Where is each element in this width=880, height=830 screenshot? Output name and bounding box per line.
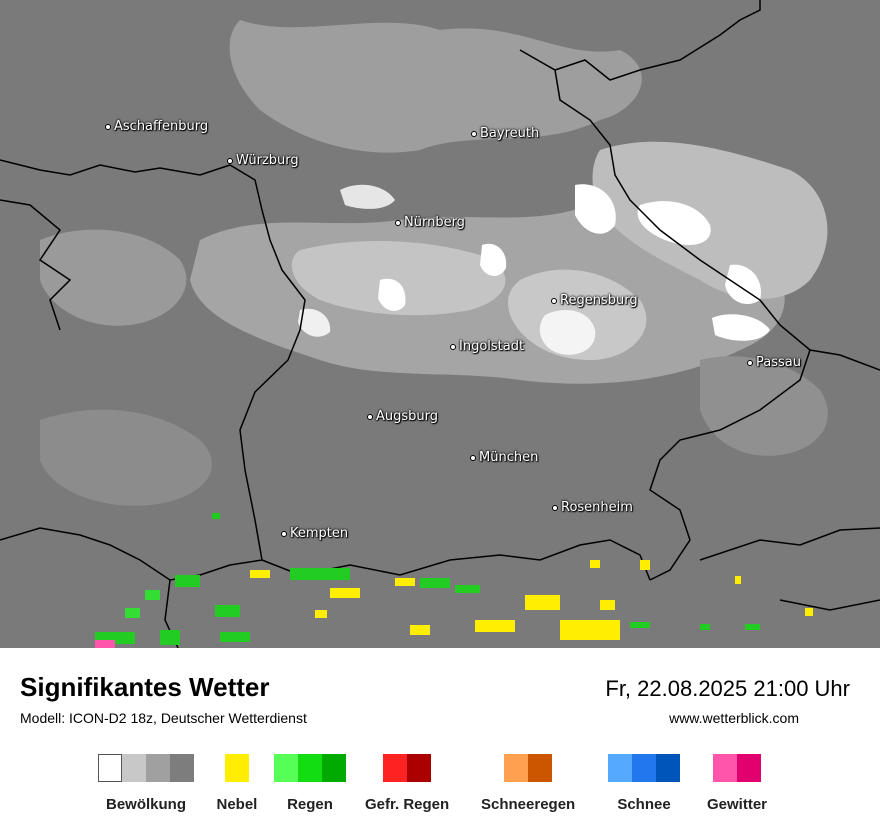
model-info: Modell: ICON-D2 18z, Deutscher Wetterdie… <box>20 710 307 726</box>
city-dot-icon <box>551 297 557 304</box>
legend-label: Regen <box>287 796 333 813</box>
city-dot-icon <box>450 343 456 350</box>
city-label: Kempten <box>290 526 349 541</box>
city-label: Passau <box>756 355 801 370</box>
city-label: Ingolstadt <box>459 339 525 354</box>
legend-label: Gefr. Regen <box>365 796 450 813</box>
legend-swatch <box>122 754 146 782</box>
city-label: Aschaffenburg <box>114 119 209 134</box>
city-marker: Regensburg <box>551 293 638 308</box>
city-dot-icon <box>227 157 233 164</box>
legend-swatch <box>383 754 408 782</box>
city-marker: Aschaffenburg <box>105 119 208 134</box>
city-marker: Ingolstadt <box>450 339 524 354</box>
legend-swatch <box>322 754 346 782</box>
legend-swatches <box>383 754 432 782</box>
city-label: Bayreuth <box>480 126 540 141</box>
city-dot-icon <box>552 504 558 511</box>
legend-swatch <box>632 754 656 782</box>
legend-swatch <box>737 754 761 782</box>
city-marker: Bayreuth <box>471 126 539 141</box>
legend-swatch <box>170 754 194 782</box>
legend-item: Nebel <box>216 754 258 813</box>
city-dot-icon <box>367 413 373 420</box>
legend-swatch <box>504 754 529 782</box>
city-dot-icon <box>471 130 477 137</box>
legend-label: Bewölkung <box>105 796 186 813</box>
legend-swatches <box>608 754 680 782</box>
city-label: Würzburg <box>236 153 299 168</box>
city-label: München <box>479 450 539 465</box>
forecast-datetime: Fr, 22.08.2025 21:00 Uhr <box>605 676 850 701</box>
legend-label: Schnee <box>617 796 671 813</box>
precipitation-layer <box>95 513 813 648</box>
legend-swatch <box>407 754 432 782</box>
legend-swatches <box>504 754 553 782</box>
map-canvas <box>0 0 880 648</box>
legend-swatch <box>713 754 737 782</box>
legend-swatches <box>274 754 346 782</box>
legend-swatches <box>713 754 761 782</box>
legend-item: Gewitter <box>707 754 767 813</box>
city-label: Augsburg <box>376 409 439 424</box>
legend-swatch <box>656 754 680 782</box>
city-label: Nürnberg <box>404 215 465 230</box>
legend-swatch <box>528 754 553 782</box>
legend-swatch <box>224 754 249 782</box>
legend-swatch <box>98 754 122 782</box>
city-label: Regensburg <box>560 293 638 308</box>
city-marker: Passau <box>747 355 801 370</box>
weather-map[interactable]: Aschaffenburg Würzburg Bayreuth Nürnberg Reg… <box>0 0 880 648</box>
city-dot-icon <box>281 530 287 537</box>
legend-label: Nebel <box>216 796 258 813</box>
city-marker: Augsburg <box>367 409 438 424</box>
legend-swatch <box>146 754 170 782</box>
legend-item: Regen <box>274 754 346 813</box>
legend-swatches <box>224 754 249 782</box>
legend-label: Schneeregen <box>481 796 576 813</box>
city-marker: Rosenheim <box>552 500 633 515</box>
city-dot-icon <box>470 454 476 461</box>
city-label: Rosenheim <box>561 500 633 515</box>
legend-panel: Signifikantes Wetter Modell: ICON-D2 18z… <box>0 648 880 830</box>
city-marker: Nürnberg <box>395 215 465 230</box>
legend-item: Bewölkung <box>98 754 194 813</box>
legend-swatches <box>98 754 194 782</box>
city-dot-icon <box>105 123 111 130</box>
website-link[interactable]: www.wetterblick.com <box>669 710 799 726</box>
page-title: Signifikantes Wetter <box>20 672 270 702</box>
legend-item: Schneeregen <box>481 754 575 813</box>
legend-item: Schnee <box>608 754 680 813</box>
legend-swatch <box>298 754 322 782</box>
cloud-cover-layer <box>40 20 828 506</box>
city-marker: München <box>470 450 538 465</box>
legend-item: Gefr. Regen <box>365 754 449 813</box>
legend-label: Gewitter <box>707 796 768 813</box>
city-marker: Würzburg <box>227 153 299 168</box>
city-dot-icon <box>747 359 753 366</box>
legend-swatch <box>274 754 298 782</box>
city-marker: Kempten <box>281 526 348 541</box>
city-dot-icon <box>395 219 401 226</box>
legend-swatch <box>608 754 632 782</box>
